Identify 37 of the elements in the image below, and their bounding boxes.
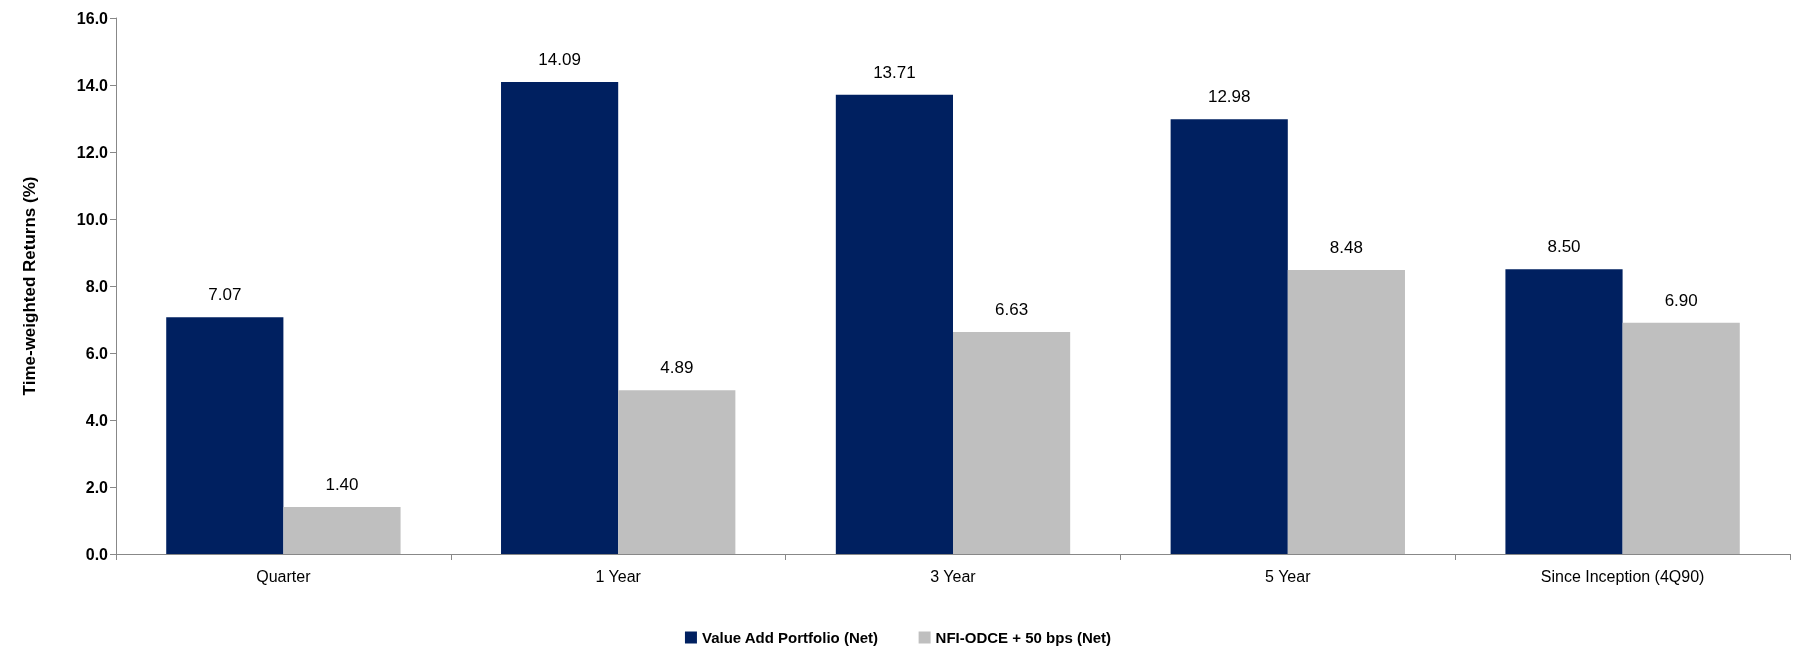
y-tick-label: 4.0 [85, 411, 109, 429]
y-tick-label: 10.0 [76, 210, 109, 228]
bar [953, 331, 1071, 554]
x-tick-label: Since Inception (4Q90) [1540, 567, 1705, 585]
bar [1170, 119, 1288, 554]
text: 12.98 [1207, 87, 1251, 107]
y-axis-title: Time-weighted Returns (%) [20, 176, 39, 396]
x-tick-label: 5 Year [1265, 567, 1312, 585]
bar [1505, 269, 1623, 554]
bar [1287, 269, 1405, 554]
y-tick-label: 14.0 [76, 76, 109, 94]
bar [166, 317, 284, 554]
text: 6.63 [995, 299, 1029, 319]
y-tick-label: 12.0 [76, 143, 109, 161]
text: 6.90 [1664, 290, 1698, 310]
y-tick-label: 16.0 [76, 9, 109, 27]
bar [283, 507, 401, 554]
x-tick-label: Quarter [256, 567, 312, 585]
text: 1.40 [325, 475, 359, 495]
x-tick-label: 3 Year [930, 567, 977, 585]
text: 7.07 [208, 285, 242, 305]
bar [618, 390, 736, 554]
text: 14.09 [538, 49, 581, 69]
text: 4.89 [660, 358, 694, 378]
y-tick-label: 2.0 [85, 478, 109, 496]
legend-label: Value Add Portfolio (Net) [701, 629, 879, 646]
bar [835, 94, 953, 554]
y-tick-label: 0.0 [85, 545, 109, 563]
legend-label: NFI-ODCE + 50 bps (Net) [935, 629, 1112, 646]
y-tick-label: 8.0 [85, 277, 109, 295]
text: 8.50 [1547, 237, 1581, 257]
x-tick-label: 1 Year [595, 567, 642, 585]
text: 8.48 [1329, 237, 1363, 257]
bar [1622, 322, 1740, 554]
bar [501, 81, 619, 554]
text: 13.71 [873, 62, 916, 82]
y-tick-label: 6.0 [85, 344, 109, 362]
